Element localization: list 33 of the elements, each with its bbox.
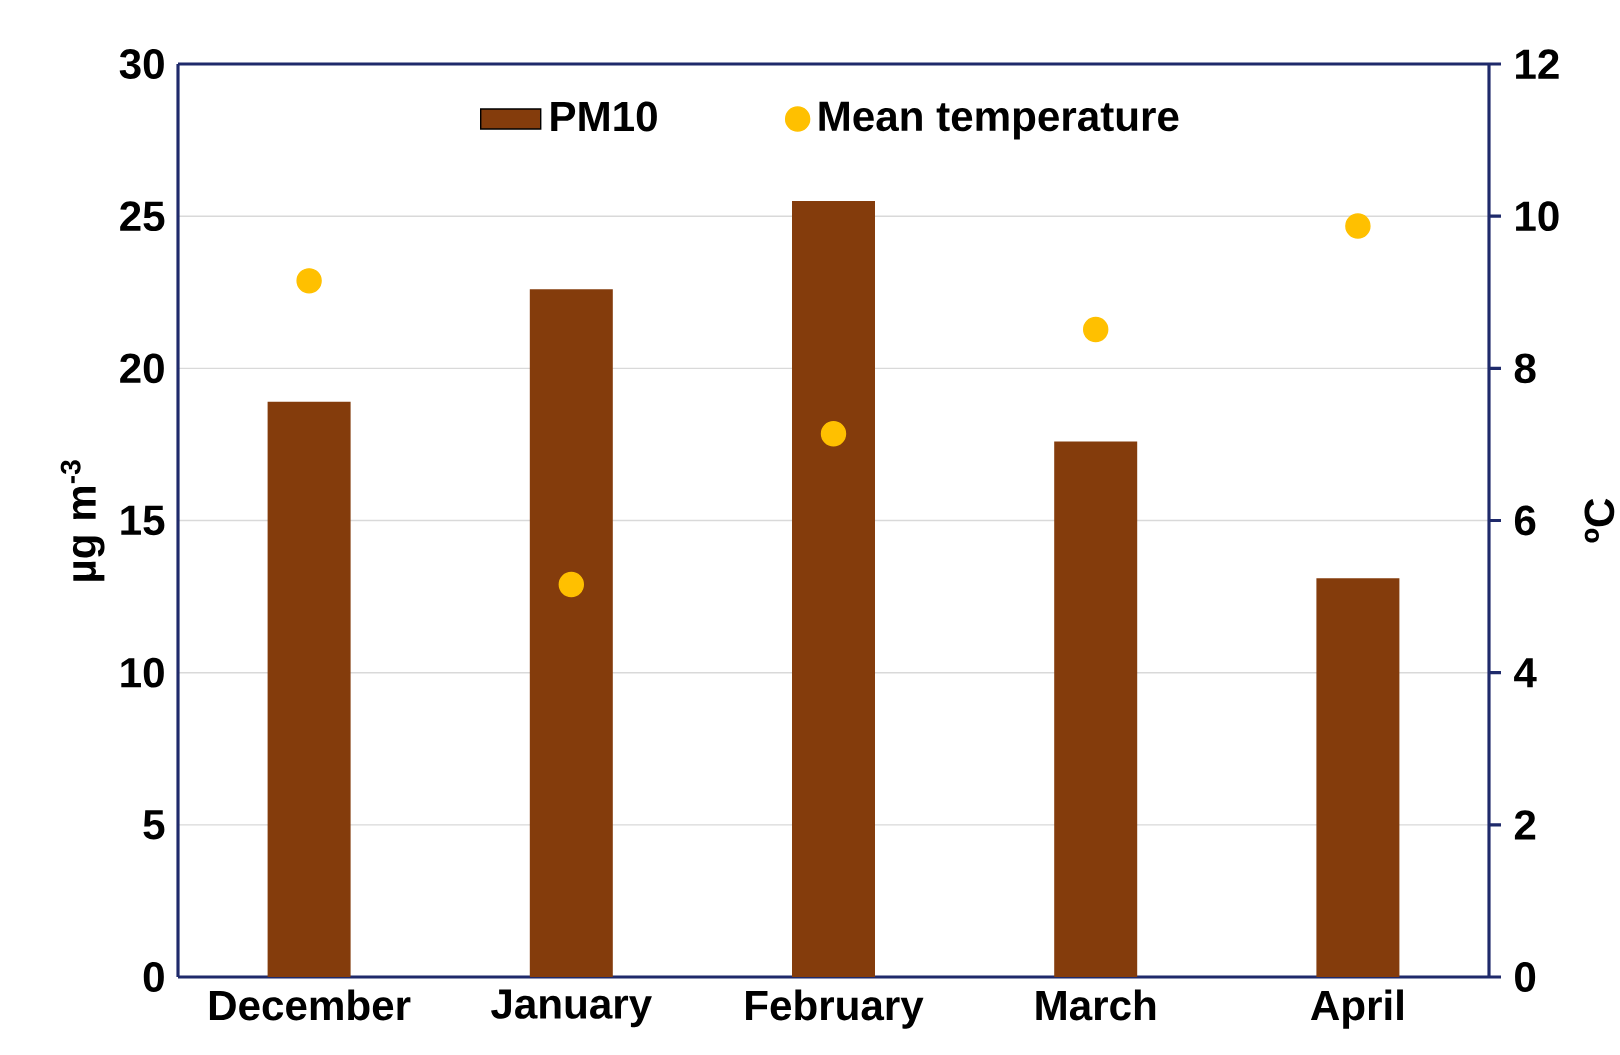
bar [1054,441,1138,978]
y-tick-label: 25 [120,201,165,232]
y2-tick-label: 6 [1514,505,1536,536]
y-tick-label: 30 [119,49,164,79]
point [820,421,847,447]
bar [792,200,875,978]
y-tick-label: 10 [121,657,164,688]
point [1345,213,1371,239]
bar [267,401,351,978]
y2-tick-label: 2 [1514,810,1536,840]
legend-label: PM10 [551,101,657,132]
x-tick-label: March [1036,989,1156,1021]
y-tick-label: 5 [143,810,165,840]
point [296,268,322,294]
bar [1316,578,1400,978]
y2-tick-label: 0 [1515,962,1536,992]
bar [529,289,613,978]
x-tick-label: February [746,989,924,1029]
legend-label: Mean temperature [819,101,1179,140]
y2-axis-title: ºC [1584,498,1615,543]
y-tick-label: 0 [143,962,164,992]
y-axis-title: µg m$^{-3}$ [60,460,105,581]
y-tick-label: 20 [120,353,164,384]
y2-tick-label: 4 [1514,658,1537,688]
y-tick-label: 15 [121,505,165,536]
point [1083,316,1109,343]
x-tick-label: December [209,989,411,1021]
x-tick-label: January [491,989,652,1028]
y2-tick-label: 12 [1516,49,1559,79]
y2-tick-label: 8 [1514,353,1536,384]
y2-tick-label: 10 [1516,201,1559,232]
x-tick-label: April [1310,989,1403,1029]
point [558,571,585,598]
